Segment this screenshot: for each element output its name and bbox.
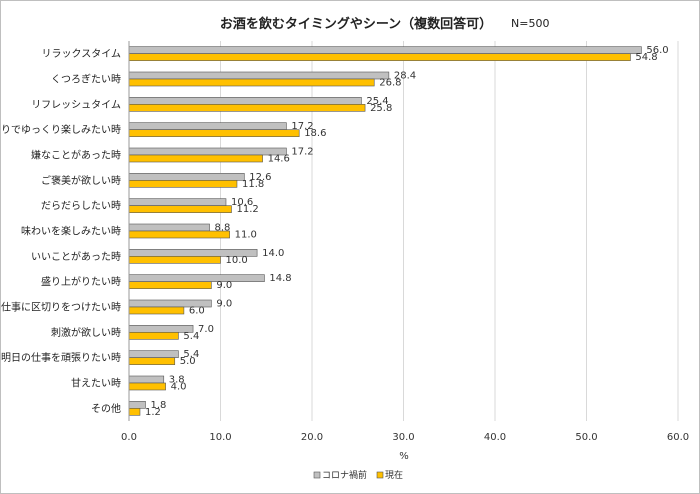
bar-current [128,408,141,416]
value-label: 10.0 [226,255,248,266]
x-tick-label: 10.0 [209,432,231,443]
bar-current [128,154,263,163]
x-axis-ticks: 0.0 10.0 20.0 30.0 40.0 50.0 60.0 [121,432,689,443]
value-label: 1.8 [150,400,166,411]
bar-pre-covid [128,71,390,80]
value-label: 8.8 [215,223,231,234]
category-label: その他 [91,402,121,415]
value-labels: 56.054.828.426.825.425.817.218.617.214.6… [145,45,669,418]
category-label: ご褒美が欲しい時 [41,174,121,187]
value-label: 10.6 [231,197,253,208]
bar-current [128,332,179,340]
value-label: 11.8 [242,179,264,190]
legend-swatch [376,471,384,479]
value-label: 11.0 [235,230,257,241]
category-label: 盛り上がりたい時 [41,275,121,288]
value-label: 12.6 [249,172,271,183]
chart-title: お酒を飲むタイミングやシーン（複数回答可） [220,16,492,32]
value-label: 17.2 [291,121,313,132]
bar-pre-covid [128,97,362,105]
bar-current [128,382,166,391]
bar-pre-covid [128,401,146,409]
value-label: 28.4 [394,71,416,82]
value-label: 9.0 [216,299,232,310]
bar-current [128,78,375,87]
category-label: 甘えたい時 [71,377,121,390]
category-label: 嫌なことがあった時 [31,149,121,162]
category-label: 仕事に区切りをつけたい時 [1,301,121,314]
x-tick-label: 30.0 [392,432,414,443]
value-label: 18.6 [304,128,326,139]
value-label: 14.8 [269,273,291,284]
value-label: 14.0 [262,248,284,259]
value-label: 11.2 [236,204,258,215]
x-tick-label: 20.0 [301,432,323,443]
category-label: だらだらしたい時 [41,200,121,212]
value-label: 1.2 [145,407,161,418]
bar-current [128,205,232,213]
bar-current [128,53,631,61]
bar-pre-covid [128,173,245,181]
bar-current [128,180,238,188]
category-label: リラックスタイム [42,48,122,60]
value-label: 5.4 [183,331,199,342]
legend-entry: 現在 [385,469,403,481]
bar-pre-covid [128,46,642,54]
category-label: 明日の仕事を頑張りたい時 [1,351,121,364]
bar-pre-covid [128,375,165,384]
x-tick-label: 60.0 [667,432,689,443]
value-label: 5.4 [183,349,199,360]
bar-current [128,129,300,137]
bar-pre-covid [128,223,210,232]
category-label: リフレッシュタイム [31,99,121,111]
value-label: 56.0 [646,45,668,56]
value-label: 4.0 [171,382,187,393]
x-tick-label: 0.0 [121,432,137,443]
category-labels: リラックスタイムくつろぎたい時リフレッシュタイムひとりでゆっくり楽しみたい時嫌な… [1,48,121,415]
bar-current [128,357,176,365]
value-label: 25.8 [370,103,392,114]
value-label: 7.0 [198,324,214,335]
bar-pre-covid [128,274,265,282]
value-label: 3.8 [169,375,185,386]
sample-size-note: N=500 [511,17,549,30]
category-label: 刺激が欲しい時 [51,326,121,339]
bar-pre-covid [128,350,179,358]
value-label: 6.0 [189,306,205,317]
category-label: ひとりでゆっくり楽しみたい時 [1,123,121,136]
bar-current [128,281,212,289]
bar-pre-covid [128,122,287,130]
legend: コロナ禍前 現在 [313,469,403,481]
x-tick-label: 40.0 [484,432,506,443]
x-tick-label: 50.0 [575,432,597,443]
value-label: 5.0 [180,356,196,367]
value-label: 9.0 [216,280,232,291]
value-label: 26.8 [379,78,401,89]
value-label: 17.2 [291,147,313,158]
value-label: 14.6 [268,154,290,165]
x-axis-label: % [399,451,409,462]
category-label: くつろぎたい時 [51,73,121,86]
bar-current [128,306,185,315]
bar-pre-covid [128,198,227,206]
bar-pre-covid [128,147,287,156]
value-label: 54.8 [635,52,657,63]
bar-current [128,104,366,112]
value-label: 25.4 [366,96,388,107]
bar-current [128,256,221,264]
category-label: いいことがあった時 [31,250,121,263]
legend-entry: コロナ禍前 [322,469,367,481]
legend-swatch [313,471,321,479]
category-label: 味わいを楽しみたい時 [21,225,121,238]
